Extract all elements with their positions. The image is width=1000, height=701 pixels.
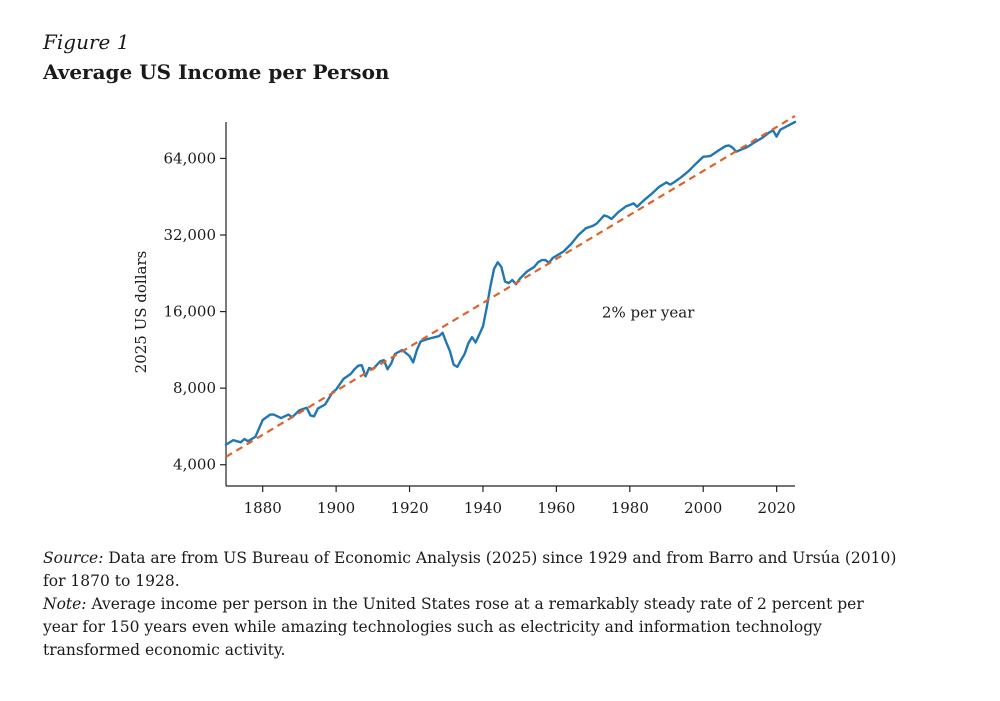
- explanatory-note: Note: Average income per person in the U…: [43, 593, 903, 662]
- source-text: Data are from US Bureau of Economic Anal…: [43, 549, 897, 590]
- x-tick-label: 1880: [244, 499, 282, 517]
- y-axis-title: 2025 US dollars: [132, 251, 150, 374]
- x-tick-label: 2000: [684, 499, 722, 517]
- y-tick-label: 16,000: [164, 303, 217, 321]
- y-tick-label: 32,000: [164, 226, 217, 244]
- figure-label: Figure 1: [43, 30, 130, 54]
- trend-annotation: 2% per year: [602, 303, 695, 321]
- x-tick-label: 2020: [758, 499, 796, 517]
- trend-line-2pct: [225, 115, 796, 458]
- note-text: Average income per person in the United …: [43, 595, 864, 659]
- figure-title: Average US Income per Person: [43, 60, 390, 84]
- y-tick-label: 4,000: [173, 456, 216, 474]
- note-lead: Note:: [43, 595, 87, 613]
- income-series-line: [224, 120, 797, 446]
- x-tick-label: 1920: [390, 499, 428, 517]
- x-tick-label: 1980: [611, 499, 649, 517]
- figure-caption: Source: Data are from US Bureau of Econo…: [43, 547, 903, 662]
- x-tick-label: 1900: [317, 499, 355, 517]
- x-tick-label: 1960: [537, 499, 575, 517]
- x-tick-label: 1940: [464, 499, 502, 517]
- y-tick-label: 8,000: [173, 379, 216, 397]
- source-lead: Source:: [43, 549, 104, 567]
- y-tick-label: 64,000: [164, 149, 217, 167]
- source-note: Source: Data are from US Bureau of Econo…: [43, 547, 903, 593]
